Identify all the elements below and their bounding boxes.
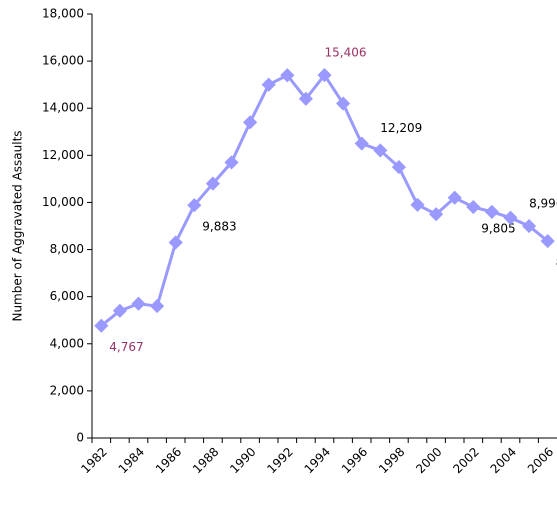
data-point: [317, 68, 332, 83]
data-point: [503, 210, 518, 225]
data-point: [94, 318, 109, 333]
y-tick-label: 4,000: [50, 336, 84, 350]
y-tick-label: 8,000: [50, 242, 84, 256]
x-tick-label: 1996: [339, 445, 370, 476]
data-label: 9,883: [202, 220, 236, 234]
data-point: [280, 68, 295, 83]
data-point: [168, 235, 183, 250]
x-tick-label: 1984: [116, 445, 147, 476]
data-point: [150, 299, 165, 314]
data-point: [336, 96, 351, 111]
y-tick-label: 16,000: [42, 54, 84, 68]
data-point: [224, 155, 239, 170]
data-point: [131, 296, 146, 311]
data-point: [540, 234, 555, 249]
data-label: 8,360: [556, 256, 557, 270]
x-tick-label: 1990: [227, 445, 258, 476]
data-point: [429, 207, 444, 222]
data-label: 8,996: [529, 197, 557, 211]
data-point: [484, 204, 499, 219]
y-tick-label: 18,000: [42, 7, 84, 21]
data-point: [447, 190, 462, 205]
x-tick-label: 1982: [78, 445, 109, 476]
data-label: 15,406: [325, 46, 367, 60]
data-point: [522, 219, 537, 234]
data-point: [466, 199, 481, 215]
data-label: 4,767: [109, 340, 143, 354]
x-tick-label: 1986: [153, 445, 184, 476]
y-tick-label: 2,000: [50, 383, 84, 397]
x-tick-label: 2002: [450, 445, 481, 476]
data-point: [187, 198, 202, 213]
x-tick-label: 2006: [525, 445, 556, 476]
data-point: [243, 115, 258, 130]
data-point: [261, 77, 276, 92]
y-tick-label: 0: [76, 431, 84, 445]
x-tick-label: 1992: [264, 445, 295, 476]
data-label: 9,805: [481, 222, 515, 236]
data-label: 12,209: [380, 121, 422, 135]
data-point: [354, 136, 369, 151]
data-point: [410, 197, 425, 212]
x-tick-label: 1998: [376, 445, 407, 476]
x-tick-label: 1988: [190, 445, 221, 476]
data-point: [205, 176, 220, 191]
data-point: [391, 160, 406, 175]
y-tick-label: 6,000: [50, 289, 84, 303]
data-point: [112, 303, 127, 318]
y-tick-label: 12,000: [42, 148, 84, 162]
data-point: [373, 143, 388, 158]
y-tick-label: 10,000: [42, 195, 84, 209]
x-tick-label: 1994: [302, 445, 333, 476]
x-tick-label: 2004: [488, 445, 519, 476]
data-point: [298, 91, 313, 106]
series-line: [100, 72, 549, 327]
y-axis-label: Number of Aggravated Assaults: [11, 130, 25, 321]
x-tick-label: 2000: [413, 445, 444, 476]
y-tick-label: 14,000: [42, 101, 84, 115]
